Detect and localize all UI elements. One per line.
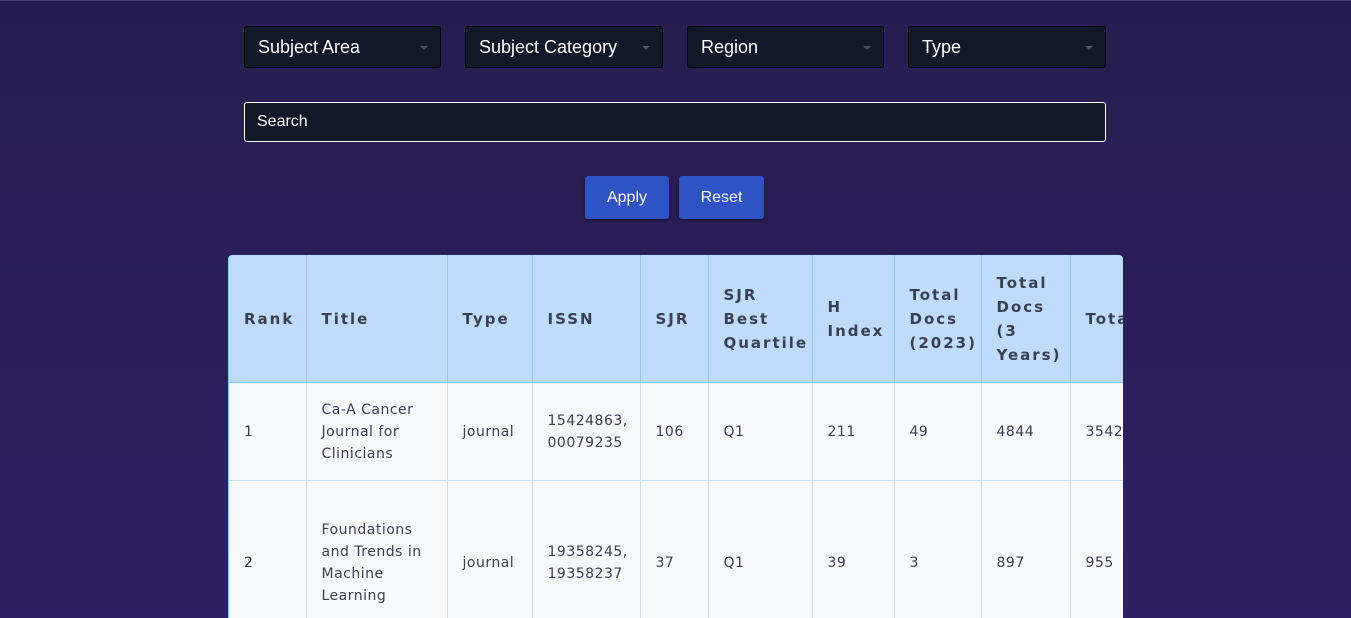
- column-header-sjr[interactable]: SJR: [640, 255, 709, 383]
- search-input[interactable]: [244, 102, 1106, 142]
- cell-type: journal: [447, 480, 533, 618]
- cell-total-refs: 955: [1070, 480, 1123, 618]
- chevron-down-icon: [1085, 46, 1093, 50]
- table-row: 2 Foundations and Trends in Machine Lear…: [229, 480, 1123, 618]
- subject-area-select-label: Subject Area: [258, 37, 361, 57]
- window-top-border: [0, 0, 1351, 1]
- cell-docs-2023: 49: [894, 382, 982, 481]
- filter-bar: Subject Area Subject Category Region Typ…: [244, 26, 1106, 68]
- cell-rank: 2: [229, 480, 307, 618]
- region-select-label: Region: [701, 37, 759, 57]
- reset-button[interactable]: Reset: [679, 176, 764, 219]
- cell-issn: 19358245, 19358237: [532, 480, 641, 618]
- chevron-down-icon: [863, 46, 871, 50]
- cell-docs-2023: 3: [894, 480, 982, 618]
- cell-h-index: 211: [812, 382, 895, 481]
- cell-docs-3-years: 4844: [981, 382, 1071, 481]
- cell-docs-3-years: 897: [981, 480, 1071, 618]
- column-header-sjr-best-quartile[interactable]: SJR Best Quartile: [708, 255, 813, 383]
- cell-rank: 1: [229, 382, 307, 481]
- cell-sjr: 106: [640, 382, 709, 481]
- column-header-total-refs[interactable]: Total Refs: [1070, 255, 1123, 383]
- type-select-label: Type: [922, 37, 962, 57]
- cell-issn: 15424863, 00079235: [532, 382, 641, 481]
- column-header-total-docs-3-years[interactable]: Total Docs (3 Years): [981, 255, 1071, 383]
- cell-sjr: 37: [640, 480, 709, 618]
- chevron-down-icon: [420, 46, 428, 50]
- column-header-total-docs-2023[interactable]: Total Docs (2023): [894, 255, 982, 383]
- cell-type: journal: [447, 382, 533, 481]
- journal-rankings-table: Rank Title Type ISSN SJR SJR Best Quarti…: [228, 255, 1123, 618]
- subject-area-select[interactable]: Subject Area: [244, 26, 441, 68]
- column-header-type[interactable]: Type: [447, 255, 533, 383]
- cell-quartile: Q1: [708, 480, 813, 618]
- chevron-down-icon: [642, 46, 650, 50]
- table-header-row: Rank Title Type ISSN SJR SJR Best Quarti…: [229, 255, 1123, 383]
- cell-quartile: Q1: [708, 382, 813, 481]
- column-header-rank[interactable]: Rank: [229, 255, 307, 383]
- table-row: 1 Ca-A Cancer Journal for Clinicians jou…: [229, 382, 1123, 481]
- cell-title: Ca-A Cancer Journal for Clinicians: [306, 382, 448, 481]
- apply-button[interactable]: Apply: [585, 176, 669, 219]
- column-header-title[interactable]: Title: [306, 255, 448, 383]
- column-header-issn[interactable]: ISSN: [532, 255, 641, 383]
- subject-category-select[interactable]: Subject Category: [465, 26, 663, 68]
- column-header-h-index[interactable]: H Index: [812, 255, 895, 383]
- cell-total-refs: 3542: [1070, 382, 1123, 481]
- region-select[interactable]: Region: [687, 26, 884, 68]
- subject-category-select-label: Subject Category: [479, 37, 618, 57]
- cell-title: Foundations and Trends in Machine Learni…: [306, 480, 448, 618]
- rankings-table: Rank Title Type ISSN SJR SJR Best Quarti…: [229, 255, 1123, 618]
- cell-h-index: 39: [812, 480, 895, 618]
- type-select[interactable]: Type: [908, 26, 1106, 68]
